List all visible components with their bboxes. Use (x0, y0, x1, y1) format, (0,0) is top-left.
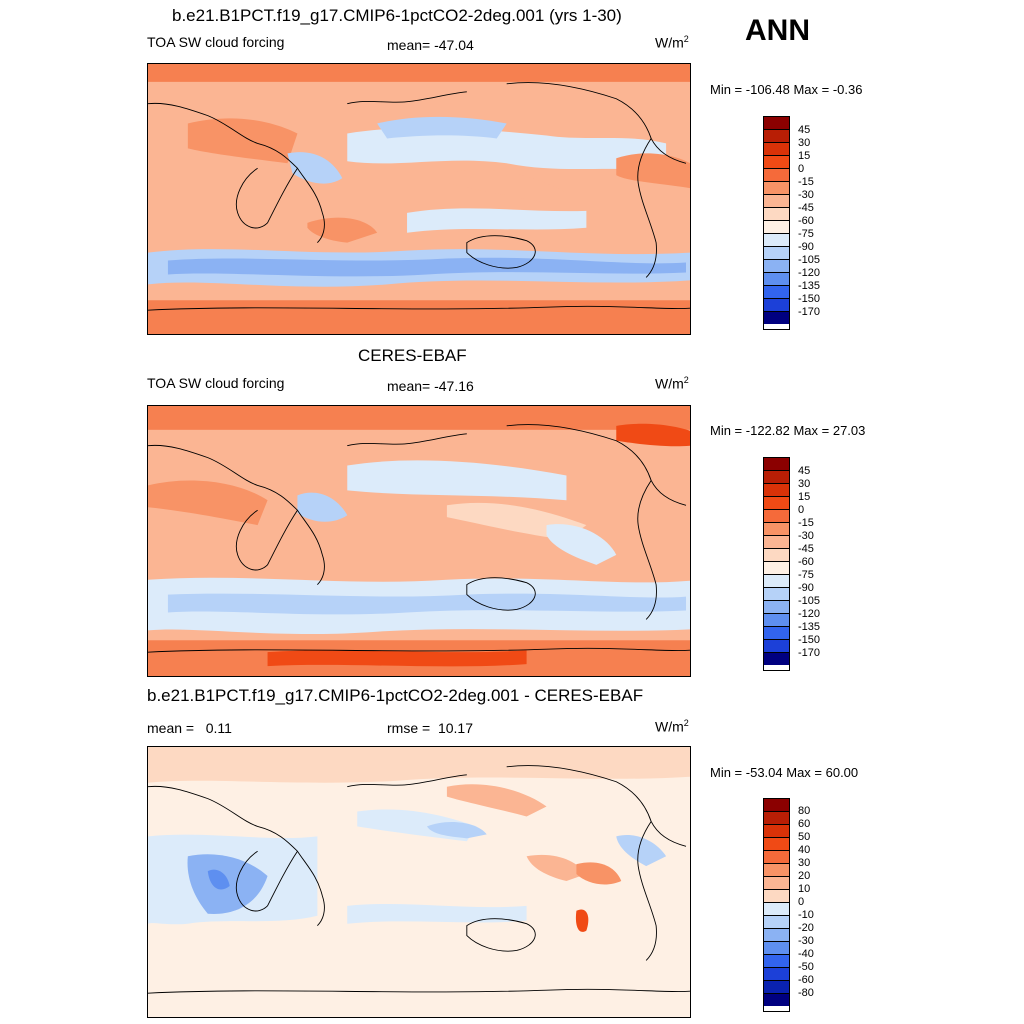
panel2-minmax: Min = -122.82 Max = 27.03 (710, 423, 866, 438)
panel3-units: W/m2 (655, 718, 689, 735)
colorbar-tick-label: -30 (798, 530, 814, 542)
colorbar-tick-label: 80 (798, 805, 811, 817)
panel1-title: b.e21.B1PCT.f19_g17.CMIP6-1pctCO2-2deg.0… (172, 6, 622, 25)
colorbar-tick-label: -50 (798, 961, 814, 973)
colorbar-tick-label: -170 (798, 306, 821, 318)
colorbar-tick-label: 30 (798, 857, 811, 869)
colorbar-tick-label: 50 (798, 831, 811, 843)
colorbar-tick-label: -40 (798, 948, 814, 960)
colorbar-tick-label: -135 (798, 280, 821, 292)
panel1-units: W/m2 (655, 34, 689, 51)
colorbar-tick-label: -60 (798, 556, 814, 568)
colorbar-tick-label: -170 (798, 647, 821, 659)
colorbar-tick-label: -105 (798, 595, 821, 607)
panel3-minmax: Min = -53.04 Max = 60.00 (710, 765, 859, 780)
panel1-mean: mean= -47.04 (387, 37, 474, 53)
colorbar-tick-label: -10 (798, 909, 814, 921)
colorbar-tick-label: -45 (798, 202, 814, 214)
panel3-map (147, 746, 691, 1018)
panel3-mean: mean = 0.11 (147, 720, 232, 736)
colorbar-tick-label: 30 (798, 478, 811, 490)
panel2-colorbar-labels: 45 30 15 0 -15 -30 -45 -60 -75 -90 -105 … (798, 465, 820, 660)
colorbar-tick-label: -150 (798, 293, 821, 305)
colorbar-tick-label: 45 (798, 124, 811, 136)
panel3-title: b.e21.B1PCT.f19_g17.CMIP6-1pctCO2-2deg.0… (147, 686, 644, 705)
panel2-title: CERES-EBAF (358, 346, 467, 365)
colorbar-tick-label: 20 (798, 870, 811, 882)
colorbar-tick-label: -105 (798, 254, 821, 266)
colorbar-tick-label: 15 (798, 491, 811, 503)
colorbar-tick-label: -75 (798, 228, 814, 240)
panel2-map (147, 405, 691, 677)
colorbar-tick-label: 10 (798, 883, 811, 895)
colorbar-tick-label: -20 (798, 922, 814, 934)
colorbar-tick-label: 0 (798, 504, 805, 516)
panel3-rmse: rmse = 10.17 (387, 720, 473, 736)
panel1-var-label: TOA SW cloud forcing (147, 34, 285, 50)
colorbar-tick-label: -15 (798, 176, 814, 188)
colorbar-tick-label: -135 (798, 621, 821, 633)
season-label: ANN (745, 14, 810, 47)
colorbar-tick-label: -90 (798, 582, 814, 594)
colorbar-tick-label: -30 (798, 189, 814, 201)
panel1-minmax: Min = -106.48 Max = -0.36 (710, 82, 863, 97)
colorbar-tick-label: -45 (798, 543, 814, 555)
colorbar-tick-label: -30 (798, 935, 814, 947)
colorbar-tick-label: 30 (798, 137, 811, 149)
colorbar-tick-label: -90 (798, 241, 814, 253)
colorbar-tick-label: 40 (798, 844, 811, 856)
panel2-units: W/m2 (655, 375, 689, 392)
colorbar-tick-label: 0 (798, 163, 805, 175)
colorbar-tick-label: -60 (798, 215, 814, 227)
colorbar-tick-label: -120 (798, 267, 821, 279)
colorbar-tick-label: -120 (798, 608, 821, 620)
panel2-colorbar (763, 457, 790, 671)
colorbar-tick-label: -75 (798, 569, 814, 581)
panel2-var-label: TOA SW cloud forcing (147, 375, 285, 391)
colorbar-tick-label: -150 (798, 634, 821, 646)
colorbar-tick-label: -60 (798, 974, 814, 986)
colorbar-tick-label: -15 (798, 517, 814, 529)
colorbar-tick-label: 0 (798, 896, 805, 908)
colorbar-tick-label: 15 (798, 150, 811, 162)
colorbar-tick-label: -80 (798, 987, 814, 999)
colorbar-tick-label: 60 (798, 818, 811, 830)
colorbar-tick-label: 45 (798, 465, 811, 477)
panel3-colorbar-labels: 80 60 50 40 30 20 10 0 -10 -20 -30 -40 -… (798, 805, 814, 1000)
panel1-map (147, 63, 691, 335)
panel3-colorbar (763, 798, 790, 1012)
panel1-colorbar (763, 116, 790, 330)
panel1-colorbar-labels: 45 30 15 0 -15 -30 -45 -60 -75 -90 -105 … (798, 124, 820, 319)
panel2-mean: mean= -47.16 (387, 378, 474, 394)
